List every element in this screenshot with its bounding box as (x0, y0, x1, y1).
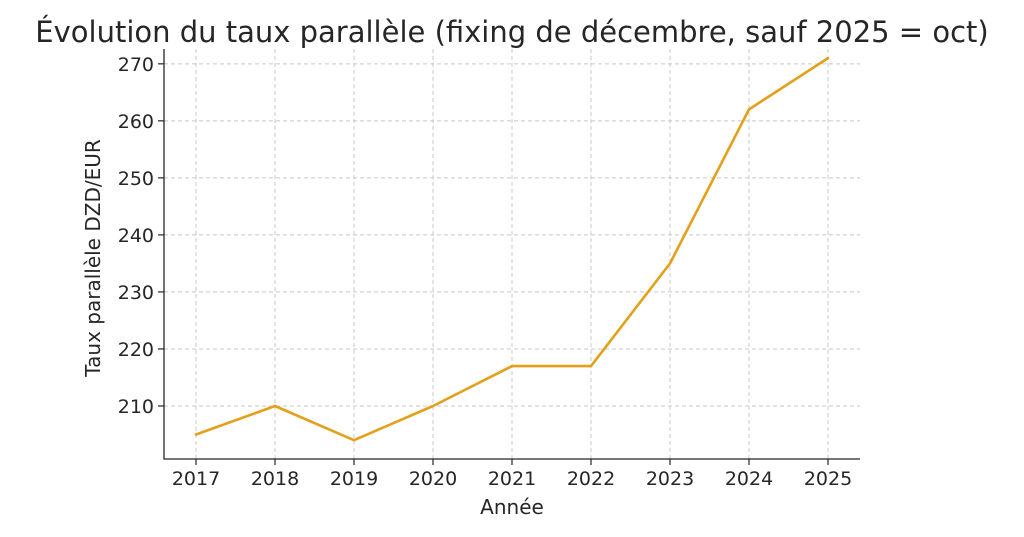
y-tick-label: 250 (118, 168, 154, 190)
y-tick-label: 270 (118, 54, 154, 76)
y-tick-label: 240 (118, 225, 154, 247)
x-tick-label: 2024 (725, 468, 773, 490)
x-tick-label: 2019 (330, 468, 378, 490)
x-tick-label: 2017 (172, 468, 220, 490)
x-tick-label: 2018 (251, 468, 299, 490)
y-tick-label: 210 (118, 396, 154, 418)
x-tick-label: 2021 (488, 468, 536, 490)
grid-layer (164, 49, 860, 459)
y-tick-label: 260 (118, 111, 154, 133)
y-axis-label: Taux parallèle DZD/EUR (81, 139, 105, 378)
x-tick-label: 2023 (646, 468, 694, 490)
x-tick-label: 2025 (804, 468, 852, 490)
chart-title: Évolution du taux parallèle (fixing de d… (35, 15, 988, 49)
x-axis-label: Année (480, 495, 544, 519)
y-tick-label: 220 (118, 339, 154, 361)
x-tick-label: 2020 (409, 468, 457, 490)
y-tick-label: 230 (118, 282, 154, 304)
x-tick-label: 2022 (567, 468, 615, 490)
